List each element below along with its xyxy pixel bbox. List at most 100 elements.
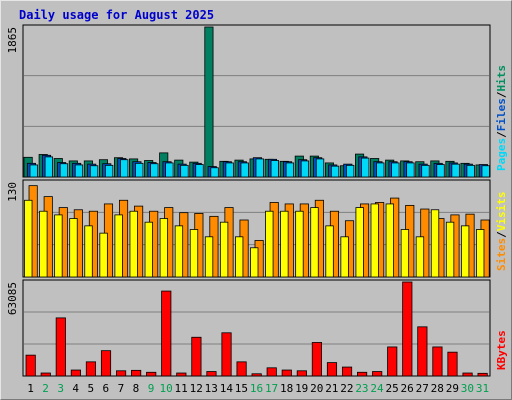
kbytes-bar — [85, 361, 97, 377]
kbytes-bar — [432, 346, 443, 377]
visits-bar — [400, 229, 410, 278]
day-label: 19 — [295, 382, 308, 395]
hits-legend-part: / — [495, 91, 508, 98]
kbytes-bar — [55, 317, 66, 377]
visits-bar — [174, 225, 184, 278]
pages-bar — [120, 159, 129, 178]
day-label: 17 — [265, 382, 278, 395]
kbytes-bar — [40, 372, 51, 377]
day-label: 9 — [148, 382, 155, 395]
kbytes-bar — [477, 372, 488, 377]
day-label: 26 — [401, 382, 414, 395]
kbytes-bar — [462, 372, 473, 377]
kbytes-bar — [161, 290, 172, 377]
pages-bar — [406, 162, 415, 178]
kbytes-bar — [70, 369, 81, 377]
day-label: 7 — [118, 382, 125, 395]
visits-legend-part: / — [495, 231, 508, 238]
day-label: 5 — [87, 382, 94, 395]
kbytes-bar — [206, 371, 217, 377]
visits-bar — [219, 221, 229, 278]
day-label: 29 — [446, 382, 459, 395]
pages-bar — [481, 165, 490, 178]
pages-bar — [285, 162, 295, 178]
kbytes-bar — [266, 367, 277, 377]
hits-ymax-label: 1865 — [6, 27, 19, 54]
hits-legend-part: Hits — [495, 65, 508, 92]
kbytes-bar — [357, 371, 368, 377]
visits-bar — [385, 203, 394, 278]
day-label: 21 — [325, 382, 338, 395]
visits-bar — [415, 236, 425, 278]
kbytes-ymax-label: 63085 — [6, 282, 19, 315]
pages-bar — [466, 164, 475, 178]
day-label: 11 — [175, 382, 188, 395]
visits-bar — [204, 236, 214, 278]
hits-legend: Pages/Files/Hits — [495, 65, 508, 171]
pages-bar — [315, 158, 325, 178]
kbytes-bar — [116, 370, 127, 377]
kbytes-bar — [447, 351, 458, 377]
kbytes-legend: KBytes — [495, 330, 508, 370]
pages-bar — [436, 164, 445, 178]
visits-bar — [84, 225, 93, 278]
kbytes-bar — [296, 370, 307, 377]
day-label: 13 — [205, 382, 218, 395]
visits-bar — [144, 221, 153, 278]
pages-bar — [255, 158, 264, 178]
kbytes-bar — [236, 361, 247, 377]
kbytes-bar — [176, 372, 187, 377]
visits-bar — [325, 225, 334, 278]
pages-bar — [225, 162, 234, 178]
visits-bar — [430, 209, 440, 278]
visits-legend: Sites/Visits — [495, 192, 508, 272]
day-label: 24 — [370, 382, 384, 395]
kbytes-bar — [281, 369, 292, 377]
day-label: 22 — [340, 382, 353, 395]
pages-bar — [330, 165, 340, 178]
day-label: 15 — [235, 382, 248, 395]
day-label: 31 — [476, 382, 489, 395]
day-label: 20 — [310, 382, 323, 395]
pages-bar — [165, 162, 174, 178]
visits-bar — [235, 236, 244, 278]
kbytes-bar — [131, 369, 142, 377]
day-label: 10 — [159, 382, 172, 395]
visits-bar — [476, 229, 485, 278]
pages-bar — [451, 163, 460, 178]
hits-legend-part: Files — [495, 98, 508, 131]
pages-bar — [74, 164, 84, 178]
visits-legend-part: Visits — [495, 192, 508, 232]
pages-bar — [210, 167, 219, 178]
day-label: 6 — [103, 382, 110, 395]
pages-bar — [361, 157, 370, 178]
kbytes-bar — [146, 371, 157, 377]
pages-bar — [240, 162, 249, 178]
hits-panel — [22, 24, 491, 178]
day-label: 8 — [133, 382, 140, 395]
day-label: 2 — [42, 382, 49, 395]
hits-bar — [204, 26, 214, 178]
kbytes-bar — [341, 366, 353, 377]
pages-bar — [345, 164, 355, 178]
day-label: 18 — [280, 382, 293, 395]
hits-legend-part: / — [495, 131, 508, 138]
kbytes-bar — [387, 346, 398, 377]
visits-bar — [250, 247, 259, 278]
pages-bar — [29, 164, 38, 178]
day-label: 27 — [416, 382, 429, 395]
visits-bar — [310, 207, 319, 278]
pages-bar — [270, 160, 279, 178]
kbytes-bar — [251, 373, 262, 377]
pages-bar — [59, 163, 69, 178]
pages-bar — [376, 162, 385, 178]
kbytes-bar — [326, 362, 338, 377]
visits-bar — [159, 218, 169, 278]
day-label: 23 — [355, 382, 368, 395]
visits-bar — [39, 210, 48, 278]
day-label: 14 — [220, 382, 234, 395]
day-label: 3 — [57, 382, 64, 395]
day-label: 28 — [431, 382, 444, 395]
visits-ymax-label: 130 — [6, 182, 19, 202]
